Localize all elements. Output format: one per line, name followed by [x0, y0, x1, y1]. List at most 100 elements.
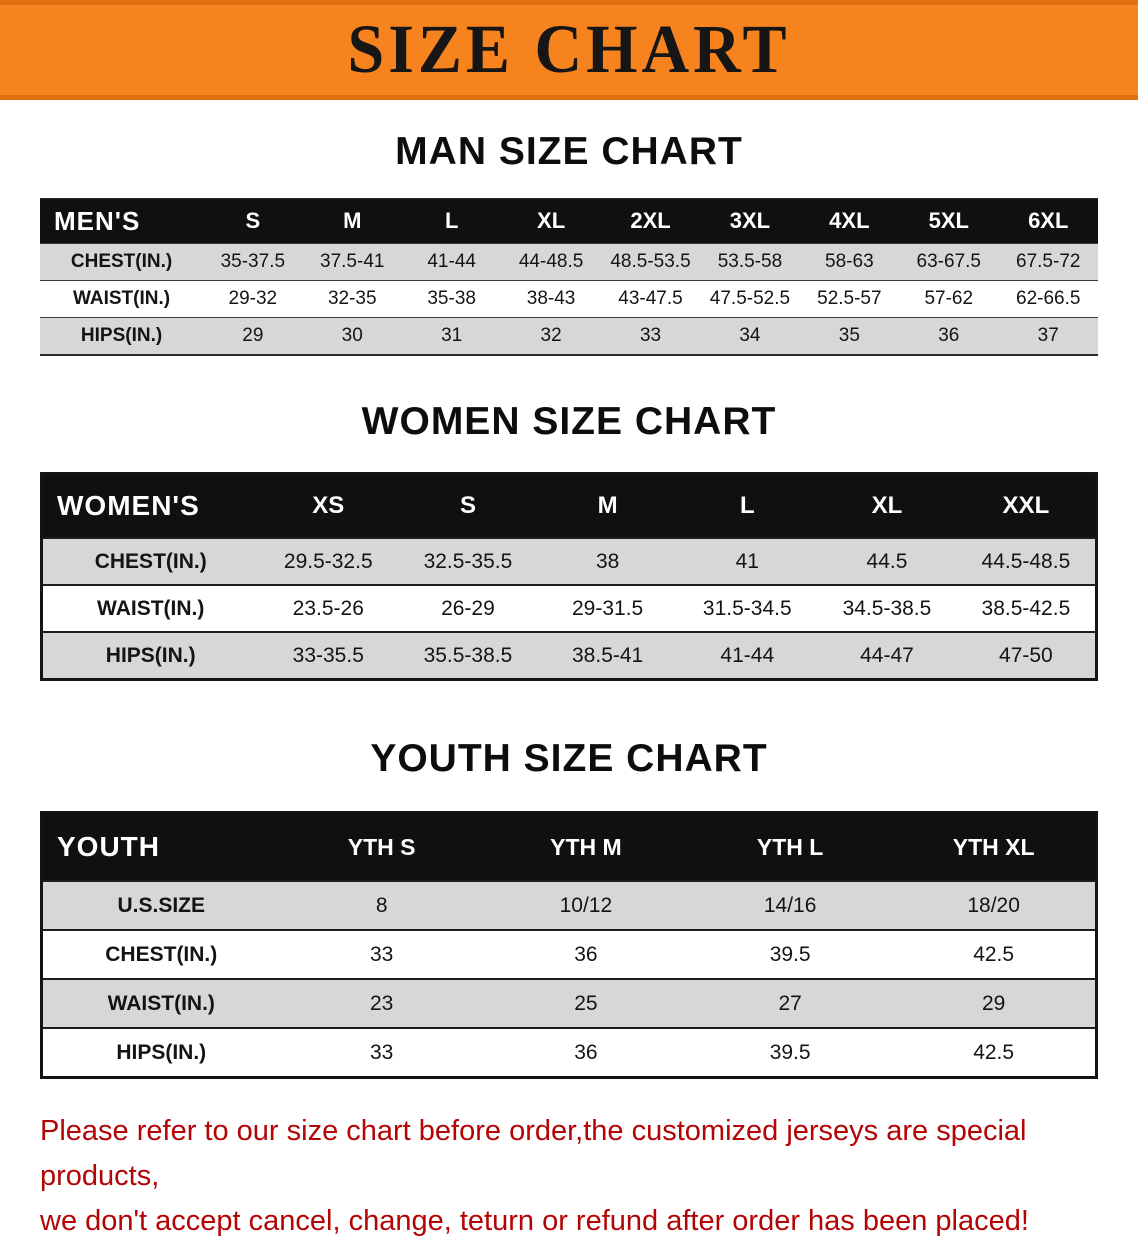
- table-group-label: MEN'S: [40, 198, 204, 244]
- size-column-header: 2XL: [600, 198, 701, 244]
- measurement-value-cell: 29.5-32.5: [258, 537, 399, 585]
- measurement-row-label: WAIST(IN.): [40, 280, 204, 318]
- measurement-value-cell: 27: [688, 978, 893, 1028]
- size-column-header: S: [398, 473, 538, 538]
- measurement-value-cell: 18/20: [892, 880, 1097, 930]
- measurement-value-cell: 42.5: [892, 929, 1097, 979]
- table-header-row: MEN'S S M L XL 2XL 3XL 4XL 5XL 6XL: [40, 198, 1098, 244]
- women-section: WOMEN SIZE CHART WOMEN'S XS S M L XL XXL CHEST(…: [0, 400, 1138, 681]
- measurement-value-cell: 38-43: [501, 280, 601, 318]
- measurement-value-cell: 35-38: [401, 280, 502, 318]
- page-title: SIZE CHART: [347, 11, 791, 88]
- measurement-value-cell: 33: [600, 317, 701, 355]
- measurement-value-cell: 29-32: [203, 280, 303, 318]
- measurement-value-cell: 41-44: [401, 243, 502, 281]
- measurement-value-cell: 63-67.5: [899, 243, 999, 281]
- measurement-value-cell: 10/12: [483, 880, 689, 930]
- women-size-table: WOMEN'S XS S M L XL XXL CHEST(IN.) 29.5-32.5 32.5…: [40, 472, 1098, 681]
- measurement-row-label: CHEST(IN.): [41, 929, 280, 979]
- table-row: HIPS(IN.) 29 30 31 32 33 34 35 36 37: [40, 317, 1098, 355]
- measurement-value-cell: 23: [279, 978, 484, 1028]
- measurement-value-cell: 42.5: [892, 1027, 1097, 1078]
- measurement-row-label: HIPS(IN.): [41, 631, 259, 680]
- measurement-value-cell: 37.5-41: [302, 243, 402, 281]
- measurement-value-cell: 53.5-58: [700, 243, 800, 281]
- men-size-table: MEN'S S M L XL 2XL 3XL 4XL 5XL 6XL CHEST(IN.) 35-37…: [40, 198, 1098, 356]
- measurement-value-cell: 67.5-72: [998, 243, 1098, 281]
- measurement-value-cell: 48.5-53.5: [600, 243, 701, 281]
- disclaimer-note: Please refer to our size chart before or…: [40, 1109, 1100, 1244]
- measurement-value-cell: 39.5: [688, 929, 893, 979]
- measurement-value-cell: 32: [501, 317, 601, 355]
- size-column-header: XS: [258, 473, 399, 538]
- size-column-header: XL: [501, 198, 601, 244]
- measurement-row-label: WAIST(IN.): [41, 584, 259, 632]
- banner: SIZE CHART: [0, 0, 1138, 100]
- measurement-value-cell: 34.5-38.5: [817, 584, 957, 632]
- youth-size-table: YOUTH YTH S YTH M YTH L YTH XL U.S.SIZE 8 10/12…: [40, 811, 1098, 1079]
- size-column-header: L: [401, 198, 502, 244]
- size-column-header: 4XL: [799, 198, 900, 244]
- measurement-value-cell: 26-29: [398, 584, 538, 632]
- measurement-value-cell: 29: [892, 978, 1097, 1028]
- table-row: CHEST(IN.) 29.5-32.5 32.5-35.5 38 41 44.5 44.5…: [41, 537, 1097, 585]
- men-section-heading: MAN SIZE CHART: [395, 130, 743, 173]
- table-row: WAIST(IN.) 23 25 27 29: [41, 978, 1097, 1028]
- measurement-value-cell: 31: [401, 317, 502, 355]
- table-row: CHEST(IN.) 33 36 39.5 42.5: [41, 929, 1097, 979]
- measurement-value-cell: 8: [279, 880, 484, 930]
- measurement-value-cell: 43-47.5: [600, 280, 701, 318]
- measurement-value-cell: 34: [700, 317, 800, 355]
- measurement-value-cell: 37: [998, 317, 1098, 355]
- measurement-value-cell: 31.5-34.5: [677, 584, 818, 632]
- youth-section-heading: YOUTH SIZE CHART: [370, 737, 768, 780]
- measurement-value-cell: 23.5-26: [258, 584, 399, 632]
- table-row: HIPS(IN.) 33-35.5 35.5-38.5 38.5-41 41-44 44-…: [41, 631, 1097, 680]
- size-column-header: 6XL: [998, 198, 1098, 244]
- disclaimer-line-1: Please refer to our size chart before or…: [40, 1115, 1027, 1192]
- table-row: HIPS(IN.) 33 36 39.5 42.5: [41, 1027, 1097, 1078]
- measurement-value-cell: 39.5: [688, 1027, 893, 1078]
- size-column-header: M: [537, 473, 678, 538]
- table-header-row: WOMEN'S XS S M L XL XXL: [41, 473, 1097, 538]
- measurement-value-cell: 33: [279, 1027, 484, 1078]
- table-row: CHEST(IN.) 35-37.5 37.5-41 41-44 44-48.5 48.5…: [40, 243, 1098, 281]
- size-column-header: YTH L: [688, 812, 893, 881]
- measurement-value-cell: 44.5-48.5: [956, 537, 1097, 585]
- measurement-value-cell: 44-47: [817, 631, 957, 680]
- measurement-value-cell: 29: [203, 317, 303, 355]
- table-row: WAIST(IN.) 29-32 32-35 35-38 38-43 43-47.5 47.…: [40, 280, 1098, 318]
- measurement-value-cell: 33: [279, 929, 484, 979]
- measurement-value-cell: 35: [799, 317, 900, 355]
- measurement-value-cell: 52.5-57: [799, 280, 900, 318]
- women-section-heading: WOMEN SIZE CHART: [361, 400, 777, 443]
- measurement-value-cell: 47-50: [956, 631, 1097, 680]
- measurement-row-label: CHEST(IN.): [40, 243, 204, 281]
- measurement-value-cell: 32.5-35.5: [398, 537, 538, 585]
- youth-section: YOUTH SIZE CHART YOUTH YTH S YTH M YTH L YTH…: [0, 737, 1138, 1079]
- measurement-value-cell: 14/16: [688, 880, 893, 930]
- measurement-value-cell: 36: [483, 1027, 689, 1078]
- measurement-value-cell: 62-66.5: [998, 280, 1098, 318]
- measurement-value-cell: 30: [302, 317, 402, 355]
- size-column-header: 3XL: [700, 198, 800, 244]
- measurement-value-cell: 41: [677, 537, 818, 585]
- measurement-value-cell: 38: [537, 537, 678, 585]
- measurement-value-cell: 36: [899, 317, 999, 355]
- measurement-value-cell: 35-37.5: [203, 243, 303, 281]
- measurement-row-label: HIPS(IN.): [41, 1027, 280, 1078]
- table-row: WAIST(IN.) 23.5-26 26-29 29-31.5 31.5-34.5 34…: [41, 584, 1097, 632]
- table-group-label: WOMEN'S: [41, 473, 259, 538]
- size-column-header: L: [677, 473, 818, 538]
- table-group-label: YOUTH: [41, 812, 280, 881]
- measurement-value-cell: 44.5: [817, 537, 957, 585]
- size-column-header: YTH S: [279, 812, 484, 881]
- measurement-value-cell: 25: [483, 978, 689, 1028]
- size-column-header: S: [203, 198, 303, 244]
- measurement-value-cell: 32-35: [302, 280, 402, 318]
- table-row: U.S.SIZE 8 10/12 14/16 18/20: [41, 880, 1097, 930]
- measurement-value-cell: 57-62: [899, 280, 999, 318]
- men-section: MAN SIZE CHART MEN'S S M L XL 2XL 3XL 4XL 5XL 6XL…: [0, 130, 1138, 356]
- measurement-value-cell: 38.5-42.5: [956, 584, 1097, 632]
- measurement-row-label: HIPS(IN.): [40, 317, 204, 355]
